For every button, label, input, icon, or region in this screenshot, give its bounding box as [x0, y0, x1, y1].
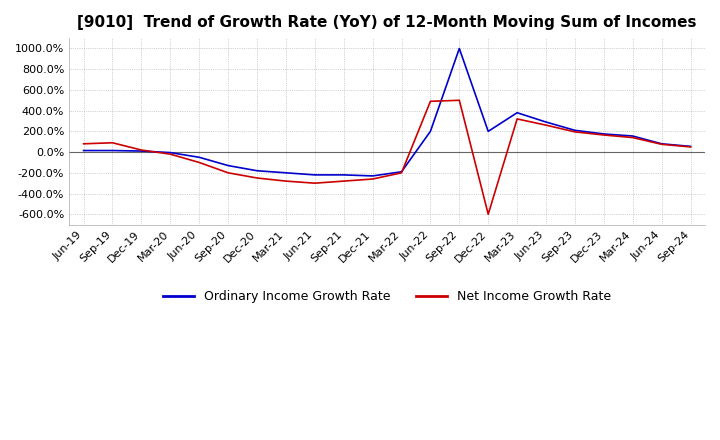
Ordinary Income Growth Rate [224, 163, 233, 168]
Net Income Growth Rate [397, 170, 406, 176]
Ordinary Income Growth Rate [166, 150, 174, 155]
Ordinary Income Growth Rate [426, 129, 435, 134]
Net Income Growth Rate [224, 170, 233, 176]
Net Income Growth Rate [108, 140, 117, 145]
Ordinary Income Growth Rate [455, 46, 464, 51]
Ordinary Income Growth Rate [282, 170, 290, 176]
Net Income Growth Rate [195, 160, 204, 165]
Ordinary Income Growth Rate [397, 169, 406, 174]
Ordinary Income Growth Rate [310, 172, 319, 177]
Net Income Growth Rate [369, 176, 377, 182]
Ordinary Income Growth Rate [600, 131, 608, 136]
Ordinary Income Growth Rate [137, 148, 145, 154]
Net Income Growth Rate [282, 179, 290, 184]
Net Income Growth Rate [657, 142, 666, 147]
Line: Ordinary Income Growth Rate: Ordinary Income Growth Rate [84, 48, 690, 176]
Ordinary Income Growth Rate [571, 128, 580, 133]
Net Income Growth Rate [455, 98, 464, 103]
Ordinary Income Growth Rate [686, 144, 695, 149]
Net Income Growth Rate [426, 99, 435, 104]
Title: [9010]  Trend of Growth Rate (YoY) of 12-Month Moving Sum of Incomes: [9010] Trend of Growth Rate (YoY) of 12-… [77, 15, 697, 30]
Net Income Growth Rate [600, 132, 608, 138]
Net Income Growth Rate [484, 212, 492, 217]
Net Income Growth Rate [541, 122, 550, 128]
Net Income Growth Rate [253, 176, 261, 181]
Ordinary Income Growth Rate [79, 148, 88, 153]
Net Income Growth Rate [686, 144, 695, 150]
Ordinary Income Growth Rate [541, 119, 550, 125]
Net Income Growth Rate [166, 151, 174, 157]
Ordinary Income Growth Rate [253, 168, 261, 173]
Net Income Growth Rate [513, 116, 521, 121]
Ordinary Income Growth Rate [108, 148, 117, 153]
Ordinary Income Growth Rate [657, 141, 666, 147]
Net Income Growth Rate [310, 180, 319, 186]
Ordinary Income Growth Rate [369, 173, 377, 179]
Line: Net Income Growth Rate: Net Income Growth Rate [84, 100, 690, 214]
Net Income Growth Rate [571, 129, 580, 135]
Ordinary Income Growth Rate [339, 172, 348, 177]
Ordinary Income Growth Rate [195, 154, 204, 160]
Net Income Growth Rate [629, 135, 637, 140]
Ordinary Income Growth Rate [484, 129, 492, 134]
Net Income Growth Rate [79, 141, 88, 147]
Ordinary Income Growth Rate [513, 110, 521, 115]
Net Income Growth Rate [339, 179, 348, 184]
Legend: Ordinary Income Growth Rate, Net Income Growth Rate: Ordinary Income Growth Rate, Net Income … [158, 285, 616, 308]
Ordinary Income Growth Rate [629, 133, 637, 139]
Net Income Growth Rate [137, 147, 145, 153]
